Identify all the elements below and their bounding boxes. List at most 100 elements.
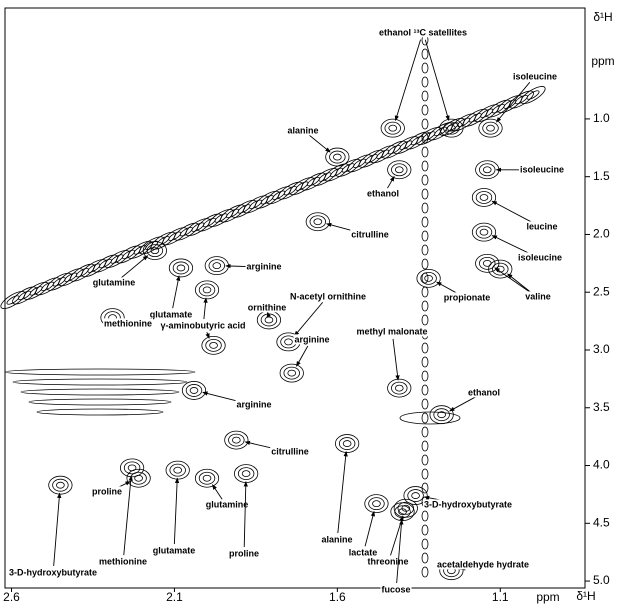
annotation-arrow bbox=[508, 274, 532, 293]
cross-peak bbox=[395, 167, 403, 173]
ethanol-streak bbox=[422, 427, 428, 437]
ethanol-streak bbox=[422, 483, 428, 493]
annotation-label: ethanol bbox=[468, 387, 500, 397]
ethanol-streak bbox=[422, 119, 428, 129]
annotation-label: glutamine bbox=[93, 277, 136, 287]
annotation-label: γ-aminobutyric acid bbox=[160, 320, 245, 330]
y-tick-label: 4.5 bbox=[593, 515, 610, 529]
cross-peak bbox=[373, 501, 381, 507]
annotation-label: citrulline bbox=[271, 446, 309, 456]
noise-streak bbox=[29, 399, 171, 405]
x-axis-unit: ppm bbox=[536, 590, 559, 604]
ethanol-streak bbox=[422, 371, 428, 381]
annotation-label: arginine bbox=[236, 399, 271, 409]
x-tick-label: 1.1 bbox=[492, 590, 509, 604]
annotation-arrow bbox=[309, 135, 330, 152]
annotation-label: glutamate bbox=[153, 545, 196, 555]
cross-peak bbox=[199, 284, 215, 296]
annotation-label: threonine bbox=[367, 556, 408, 566]
cross-peak bbox=[421, 272, 437, 284]
ethanol-streak bbox=[422, 161, 428, 171]
cross-peak bbox=[412, 493, 420, 499]
cross-peak bbox=[206, 339, 222, 351]
annotation-label: acetaldehyde hydrate bbox=[437, 559, 529, 569]
cross-peak bbox=[56, 482, 64, 488]
cross-peak bbox=[476, 191, 492, 203]
ethanol-streak bbox=[422, 567, 428, 577]
cross-peak bbox=[285, 339, 293, 345]
annotation-arrow bbox=[496, 82, 529, 122]
cross-peak bbox=[391, 382, 407, 394]
ethanol-streak bbox=[422, 469, 428, 479]
cross-peak bbox=[173, 262, 189, 274]
cross-peak bbox=[53, 479, 69, 491]
annotation-arrow bbox=[212, 485, 222, 500]
annotation-arrow bbox=[495, 268, 532, 293]
ethanol-streak bbox=[422, 231, 428, 241]
annotation-label: N-acetyl ornithine bbox=[290, 291, 366, 301]
ethanol-streak bbox=[422, 413, 428, 423]
cross-peak bbox=[190, 387, 198, 393]
y-axis-label: δ¹H bbox=[593, 10, 612, 24]
annotation-label: 3-D-hydroxybutyrate bbox=[9, 567, 97, 577]
cross-peak bbox=[389, 125, 397, 131]
annotation-label: valine bbox=[525, 291, 551, 301]
annotation-arrow bbox=[391, 516, 403, 555]
ethanol-streak bbox=[422, 315, 428, 325]
cross-peak bbox=[229, 434, 245, 446]
ethanol-streak bbox=[422, 539, 428, 549]
chart: δ¹H ppm ppm δ¹H 1.01.52.02.53.03.54.04.5… bbox=[0, 0, 620, 605]
annotation-label: isoleucine bbox=[518, 252, 562, 262]
cross-peak bbox=[261, 314, 277, 326]
ethanol-streak bbox=[422, 525, 428, 535]
annotation-arrow bbox=[244, 482, 246, 547]
annotation-label: alanine bbox=[321, 534, 352, 544]
y-tick-label: 1.0 bbox=[593, 111, 610, 125]
cross-peak bbox=[487, 125, 495, 131]
cross-peak bbox=[479, 164, 495, 176]
annotation-label: arginine bbox=[294, 334, 329, 344]
annotation-arrow bbox=[365, 511, 374, 546]
cross-peak bbox=[425, 275, 433, 281]
cross-peak bbox=[210, 342, 218, 348]
cross-peak bbox=[170, 464, 186, 476]
cross-peak bbox=[333, 154, 341, 160]
annotation-label: methionine bbox=[99, 556, 147, 566]
diagonal-contour bbox=[0, 288, 28, 311]
y-tick-label: 1.5 bbox=[593, 169, 610, 183]
ethanol-streak bbox=[422, 553, 428, 563]
ethanol-streak bbox=[422, 287, 428, 297]
annotation-label: proline bbox=[92, 486, 122, 496]
annotation-arrow bbox=[173, 276, 179, 308]
cross-peak bbox=[174, 467, 182, 473]
ethanol-streak bbox=[422, 203, 428, 213]
x-axis-label: δ¹H bbox=[576, 589, 595, 603]
cross-peak bbox=[314, 219, 322, 225]
ethanol-streak bbox=[422, 91, 428, 101]
annotation-label: ethanol bbox=[367, 188, 399, 198]
annotation-arrow bbox=[395, 40, 420, 121]
ethanol-streak bbox=[422, 259, 428, 269]
cross-peak bbox=[242, 471, 250, 477]
cross-peak bbox=[395, 385, 403, 391]
annotation-label: 3-D-hydroxybutyrate bbox=[424, 499, 512, 509]
cross-peak bbox=[434, 409, 450, 421]
annotation-label: citrulline bbox=[351, 229, 389, 239]
cross-peak bbox=[476, 226, 492, 238]
noise-streak bbox=[37, 409, 163, 415]
annotation-arrow bbox=[267, 312, 268, 315]
ethanol-streak bbox=[422, 245, 428, 255]
noise-streak bbox=[21, 389, 179, 395]
ethanol-streak bbox=[422, 147, 428, 157]
noise-streak bbox=[5, 369, 195, 375]
cross-peak bbox=[203, 287, 211, 293]
ethanol-streak bbox=[422, 217, 428, 227]
y-axis-unit: ppm bbox=[591, 54, 614, 68]
cross-peak bbox=[209, 260, 225, 272]
annotation-label: arginine bbox=[246, 261, 281, 271]
cross-peak bbox=[369, 498, 385, 510]
y-tick-label: 2.5 bbox=[593, 284, 610, 298]
ethanol-streak bbox=[422, 455, 428, 465]
ethanol-streak bbox=[422, 63, 428, 73]
annotation-label: propionate bbox=[444, 292, 491, 302]
